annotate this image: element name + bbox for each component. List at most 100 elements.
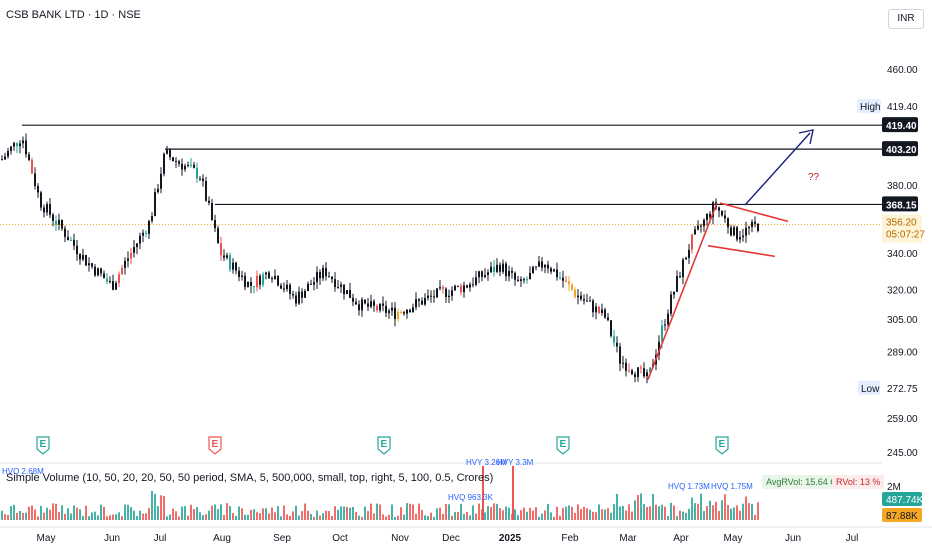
candle-body xyxy=(436,288,438,298)
candle-body xyxy=(121,267,123,275)
volume-bar xyxy=(274,512,276,520)
candle-body xyxy=(637,367,639,377)
candle-body xyxy=(229,255,231,270)
volume-bar xyxy=(397,515,399,520)
volume-bar xyxy=(409,503,411,520)
candle-body xyxy=(730,227,732,236)
volume-bar xyxy=(688,508,690,520)
candle-body xyxy=(727,218,729,228)
candle-body xyxy=(718,207,720,211)
volume-bar xyxy=(709,500,711,520)
volume-bar xyxy=(439,507,441,520)
candle-body xyxy=(577,295,579,298)
candle-body xyxy=(178,161,180,164)
candle-body xyxy=(676,276,678,292)
candle-body xyxy=(76,245,78,255)
candle-body xyxy=(526,279,528,281)
candle-body xyxy=(49,204,51,215)
candle-body xyxy=(397,312,399,319)
volume-bar xyxy=(244,514,246,520)
volume-bar xyxy=(673,505,675,520)
candle-body xyxy=(70,240,72,241)
volume-bar xyxy=(745,496,747,520)
candle-body xyxy=(493,266,495,272)
volume-bar xyxy=(85,505,87,520)
volume-bar xyxy=(76,507,78,520)
volume-bar xyxy=(661,504,663,520)
volume-bar xyxy=(160,495,162,520)
candles-layer xyxy=(1,133,759,384)
price-axis-tick: 380.00 xyxy=(887,181,918,192)
volume-bar xyxy=(370,503,372,520)
volume-bar xyxy=(472,505,474,520)
candle-body xyxy=(268,272,270,279)
rvol-badge: RVol: 13 % xyxy=(832,475,885,489)
volume-bar xyxy=(577,504,579,520)
candle-body xyxy=(136,243,138,248)
candle-body xyxy=(538,261,540,267)
candle-body xyxy=(1,159,3,161)
level-tag-bg-2 xyxy=(882,141,918,157)
price-axis-tick: 305.00 xyxy=(887,315,918,326)
candle-body xyxy=(169,149,171,158)
symbol-title[interactable]: CSB BANK LTD · 1D · NSE xyxy=(6,9,141,21)
volume-bar xyxy=(226,503,228,520)
candle-body xyxy=(433,296,435,298)
candle-body xyxy=(469,284,471,288)
volume-bar xyxy=(163,496,165,520)
volume-bar xyxy=(232,513,234,520)
candle-body xyxy=(310,283,312,285)
volume-bar xyxy=(283,505,285,520)
volume-bar xyxy=(325,510,327,520)
volume-bar xyxy=(469,515,471,520)
level-tag-1: 419.40 xyxy=(886,121,917,132)
time-axis-label: Aug xyxy=(213,533,231,544)
candle-body xyxy=(487,272,489,275)
candle-body xyxy=(688,249,690,258)
price-axis-tick: 320.00 xyxy=(887,286,918,297)
candle-body xyxy=(607,317,609,321)
candle-body xyxy=(124,260,126,268)
volume-bar xyxy=(184,506,186,520)
volume-indicator-legend[interactable]: Simple Volume (10, 50, 20, 20, 50, 50 pe… xyxy=(6,472,494,484)
volume-bar xyxy=(67,508,69,520)
volume-bar xyxy=(391,504,393,520)
candle-body xyxy=(295,295,297,304)
candle-body xyxy=(106,278,108,282)
volume-bar xyxy=(583,506,585,520)
volume-bar xyxy=(526,511,528,520)
candle-body xyxy=(28,154,30,160)
flag-lower-line xyxy=(707,244,776,258)
candle-body xyxy=(406,309,408,314)
hvq-label: HVQ 1.75M xyxy=(711,482,753,491)
volume-bar xyxy=(604,509,606,520)
candle-body xyxy=(100,268,102,274)
high-value: 419.40 xyxy=(887,102,918,113)
volume-bar xyxy=(562,507,564,520)
earnings-shape xyxy=(377,436,391,455)
candle-body xyxy=(118,274,120,283)
volume-bar xyxy=(550,512,552,520)
candle-body xyxy=(73,240,75,246)
volume-bar xyxy=(280,516,282,520)
candle-body xyxy=(442,287,444,289)
candle-body xyxy=(199,178,201,180)
low-value: 272.75 xyxy=(887,384,918,395)
candle-body xyxy=(394,307,396,319)
candle-body xyxy=(400,312,402,313)
level-tag-bg-1 xyxy=(882,117,918,133)
volume-bar xyxy=(418,503,420,520)
candle-body xyxy=(166,149,168,154)
time-axis-label: 2025 xyxy=(499,533,522,544)
candle-body xyxy=(133,247,135,253)
time-axis-label: Nov xyxy=(391,533,409,544)
volume-bar xyxy=(598,504,600,520)
currency-button[interactable]: INR xyxy=(888,9,924,29)
volume-bar xyxy=(442,513,444,520)
vol-tag-2-bg xyxy=(882,508,922,522)
candle-body xyxy=(625,362,627,371)
candle-body xyxy=(745,227,747,236)
volume-bar xyxy=(316,510,318,520)
